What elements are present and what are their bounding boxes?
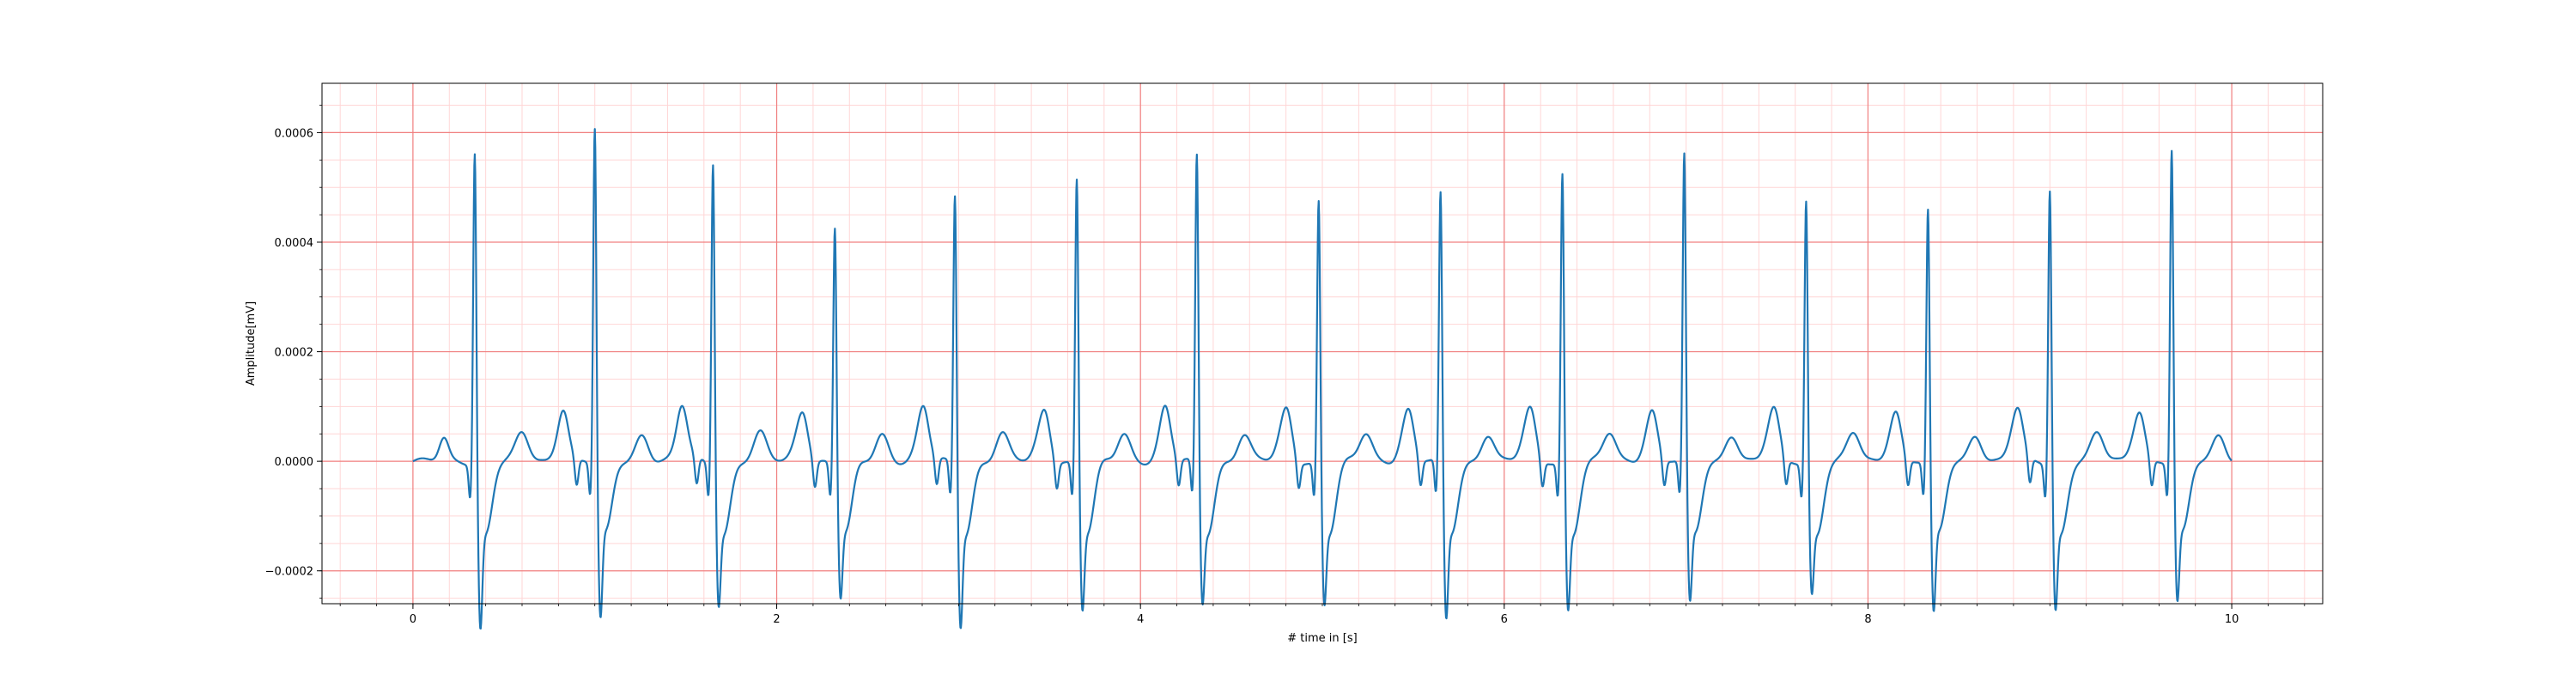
x-tick-label: 8 — [1864, 613, 1871, 626]
y-tick-label: 0.0002 — [275, 347, 314, 360]
series-layer — [412, 128, 2233, 630]
ecg-series-line — [412, 128, 2233, 630]
y-tick-label: 0.0004 — [275, 237, 314, 250]
x-tick-label: 4 — [1137, 613, 1144, 626]
y-tick-label: 0.0006 — [275, 127, 314, 140]
y-axis-label: Amplitude[mV] — [245, 301, 258, 386]
y-tick-label: 0.0000 — [275, 456, 314, 469]
x-tick-label: 10 — [2225, 613, 2239, 626]
x-tick-label: 0 — [410, 613, 416, 626]
x-axis-ticks: 0 2 4 6 8 10 — [339, 604, 2306, 626]
y-axis-ticks: −0.0002 0.0000 0.0002 0.0004 0.0006 — [265, 105, 322, 599]
y-tick-label: −0.0002 — [265, 566, 313, 579]
x-tick-label: 6 — [1501, 613, 1508, 626]
x-tick-label: 2 — [773, 613, 780, 626]
x-axis-label: # time in [s] — [1287, 632, 1357, 645]
